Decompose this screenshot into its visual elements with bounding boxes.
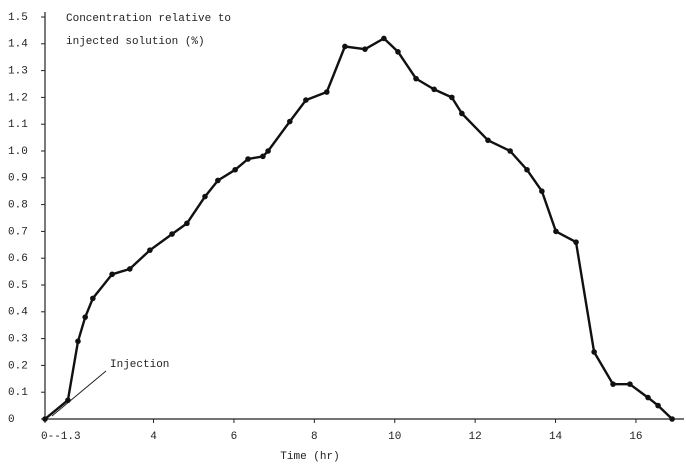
data-point xyxy=(573,239,579,245)
x-tick-label: 4 xyxy=(150,431,157,443)
y-tick-label: 1.5 xyxy=(8,12,28,24)
x-tick-label: 8 xyxy=(311,431,318,443)
data-point xyxy=(265,148,271,154)
data-point xyxy=(459,110,465,117)
data-point xyxy=(524,166,530,173)
y-tick-label: 0.5 xyxy=(8,280,28,292)
x-tick-label: 6 xyxy=(231,431,238,443)
data-point xyxy=(627,381,633,387)
data-point xyxy=(65,397,71,404)
y-tick-label: 1.1 xyxy=(8,119,28,131)
data-point xyxy=(381,35,387,42)
data-point xyxy=(610,381,616,387)
data-point xyxy=(75,338,81,345)
data-point xyxy=(553,228,559,235)
x-tick-label: 10 xyxy=(388,431,401,443)
data-point xyxy=(202,193,208,200)
y-tick-label: 1.2 xyxy=(8,92,28,104)
data-point xyxy=(184,220,190,227)
y-tick-label: 0 xyxy=(8,414,15,426)
data-point xyxy=(245,156,251,162)
y-tick-label: 1.0 xyxy=(8,146,28,158)
data-point xyxy=(507,148,513,154)
y-tick-label: 0.4 xyxy=(8,307,28,319)
y-tick-label: 0.1 xyxy=(8,387,28,399)
data-point xyxy=(431,86,437,93)
data-point xyxy=(169,231,175,237)
data-point xyxy=(82,314,88,320)
y-tick-label: 0.9 xyxy=(8,173,28,185)
data-point xyxy=(362,46,368,52)
data-point xyxy=(303,97,309,103)
data-point xyxy=(342,43,348,50)
x-tick-label: 16 xyxy=(629,431,642,443)
data-point xyxy=(395,49,401,55)
data-point xyxy=(90,295,96,302)
data-point xyxy=(655,402,661,409)
data-point xyxy=(232,166,238,173)
x-tick-label: 14 xyxy=(549,431,563,443)
y-tick-label: 0.6 xyxy=(8,253,28,265)
y-tick-label: 0.2 xyxy=(8,360,28,372)
y-axis-label: injected solution (%) xyxy=(66,36,205,48)
data-point xyxy=(260,153,266,160)
data-point xyxy=(42,416,48,422)
y-axis-label: Concentration relative to xyxy=(66,13,231,25)
y-tick-label: 0.8 xyxy=(8,200,28,212)
data-point xyxy=(645,394,651,401)
data-point xyxy=(324,89,330,95)
data-point xyxy=(147,247,153,253)
data-point xyxy=(485,137,491,144)
data-point xyxy=(591,349,597,355)
x-tick-label: 0--1.3 xyxy=(41,431,81,443)
data-point xyxy=(539,188,545,194)
data-point xyxy=(109,271,115,278)
y-tick-label: 0.3 xyxy=(8,334,28,346)
data-point xyxy=(127,266,133,272)
x-axis-label: Time (hr) xyxy=(280,451,339,463)
y-tick-label: 1.3 xyxy=(8,66,28,78)
annotation: Injection xyxy=(110,359,169,371)
y-tick-label: 0.7 xyxy=(8,226,28,238)
annotation-pointer xyxy=(51,370,107,417)
data-point xyxy=(413,75,419,82)
data-point xyxy=(449,94,455,101)
data-point xyxy=(215,177,221,184)
data-point xyxy=(287,118,293,125)
y-tick-label: 1.4 xyxy=(8,39,28,51)
x-tick-label: 12 xyxy=(469,431,482,443)
data-point xyxy=(669,416,675,422)
